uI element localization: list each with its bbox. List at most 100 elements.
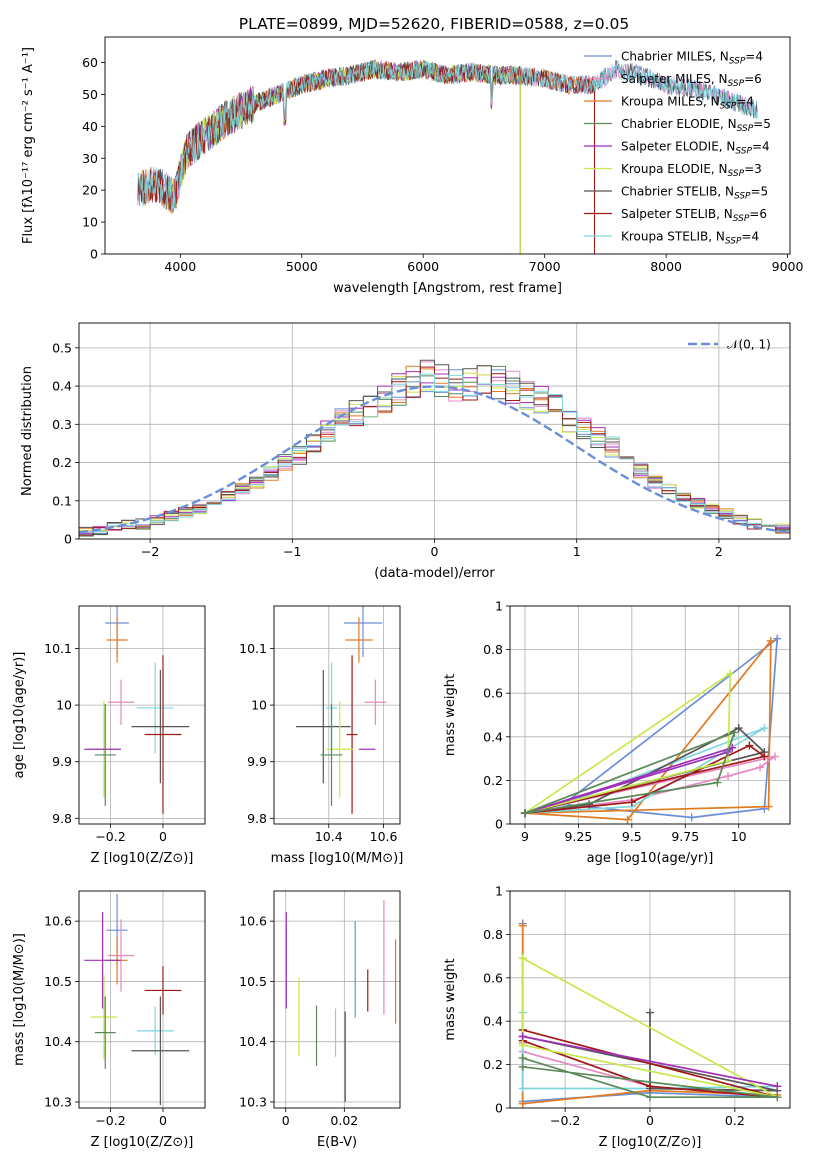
panel-age-vs-mass: 10.4 10.6 9.8 9.9 10 10.1 mass [log10(M/M⊙)]: [239, 605, 404, 866]
x-axis-label: age [log10(age/yr)]: [587, 851, 714, 866]
y-tick-label: 0.4: [483, 729, 503, 744]
weight-point-marker: [518, 1062, 527, 1071]
y-tick-label: 10.6: [44, 914, 72, 929]
y-axis-label: mass [log10(M/M⊙)]: [12, 933, 27, 1066]
plot-area: [520, 634, 782, 824]
x-tick-label: −0.2: [95, 1113, 125, 1128]
weight-point-marker: [518, 1054, 527, 1063]
y-tick-label: 9.8: [247, 811, 267, 826]
axes-frame: [78, 322, 791, 540]
y-axis-label: mass weight: [443, 674, 458, 756]
histogram-series: [79, 359, 790, 539]
x-tick-label: 1: [573, 544, 581, 559]
x-axis-label: Z [log10(Z/Z⊙)]: [91, 1135, 194, 1150]
weight-point-marker: [687, 813, 696, 822]
x-axis-label: (data-model)/error: [374, 566, 495, 581]
spectrum-series-line: [137, 59, 595, 211]
x-tick-label: 0: [431, 544, 439, 559]
x-tick-label: 0: [159, 829, 167, 844]
y-tick-label: 0: [90, 247, 98, 262]
y-axis-label: Normed distribution: [20, 366, 35, 496]
x-tick-label: 0: [282, 1113, 290, 1128]
y-tick-label: 10: [82, 215, 98, 230]
weight-point-marker: [713, 778, 722, 787]
x-tick-label: −2: [141, 544, 159, 559]
errorbar-point: [107, 679, 135, 725]
x-tick-label: 8000: [650, 259, 682, 274]
y-tick-label: 0.6: [483, 970, 503, 985]
spectrum-series-line: [137, 59, 758, 209]
errorbar-point: [346, 655, 358, 814]
y-tick-label: 1: [495, 884, 503, 899]
y-tick-label: 10: [251, 698, 267, 713]
errorbar-point: [94, 703, 116, 806]
weight-series-line: [521, 957, 778, 1099]
x-axis-label: wavelength [Angstrom, rest frame]: [333, 281, 562, 296]
x-tick-label: 9: [521, 829, 529, 844]
y-tick-label: 20: [82, 183, 98, 198]
x-axis-label: Z [log10(Z/Z⊙)]: [91, 851, 194, 866]
weight-series-line: [524, 755, 776, 814]
errorbar-point: [90, 974, 118, 1060]
weight-point-marker: [771, 752, 780, 761]
panel-weight-vs-Z: −0.2 0 0.2 0 0.2 0.4 0.6 0.8 1 Z [log10(Z/Z⊙)] mas…: [443, 884, 791, 1150]
weight-series-line: [524, 746, 733, 814]
y-tick-label: 0.1: [52, 493, 72, 508]
weight-point-marker: [518, 1041, 527, 1050]
plot-area: [84, 606, 190, 814]
weight-point-marker: [745, 741, 754, 750]
y-tick-label: 10.3: [239, 1094, 267, 1109]
plot-area: [295, 606, 387, 814]
panel-age-vs-Z: −0.2 0 9.8 9.9 10 10.1 Z [log10(Z/Z⊙)] age [log…: [12, 605, 206, 866]
y-tick-label: 0: [495, 817, 503, 832]
errorbar-point: [364, 679, 387, 725]
weight-point-marker: [724, 772, 733, 781]
legend-label: 𝒩(0, 1): [727, 338, 771, 352]
weight-point-marker: [518, 921, 527, 930]
y-tick-label: 0: [495, 1101, 503, 1116]
weight-point-marker: [760, 752, 769, 761]
y-tick-label: 10.5: [239, 974, 267, 989]
weight-series-line: [524, 671, 732, 814]
weight-point-marker: [730, 728, 739, 737]
x-tick-label: 10.6: [370, 829, 398, 844]
plot-area: [79, 359, 790, 539]
y-tick-label: 1: [495, 599, 503, 614]
x-tick-label: 5000: [286, 259, 318, 274]
weight-point-marker: [646, 1082, 654, 1091]
weight-point-marker: [764, 802, 773, 811]
errorbar-point: [326, 701, 354, 798]
weight-series-line: [521, 1012, 778, 1090]
x-tick-label: 0: [646, 1113, 654, 1128]
y-tick-label: 50: [82, 87, 98, 102]
weight-point-marker: [623, 815, 632, 824]
x-tick-label: 4000: [164, 259, 196, 274]
weight-point-marker: [646, 1093, 654, 1102]
weight-point-marker: [773, 1082, 782, 1091]
weight-series-line: [522, 1035, 778, 1088]
y-tick-label: 10.3: [44, 1094, 72, 1109]
y-tick-label: 0.4: [52, 379, 72, 394]
x-tick-label: 0.2: [725, 1113, 745, 1128]
errorbar-point: [131, 996, 190, 1105]
x-tick-label: 9000: [772, 259, 804, 274]
plot-area: [518, 919, 782, 1108]
panel-weight-vs-age: 9 9.25 9.5 9.75 10 0 0.2 0.4 0.6 0.8 1 age [log10(a…: [443, 599, 791, 866]
legend-label: Chabrier ELODIE, NSSP=5: [621, 117, 771, 134]
histogram-series: [79, 366, 790, 539]
y-tick-label: 0: [64, 532, 72, 547]
y-axis-label: mass weight: [443, 958, 458, 1040]
weight-point-marker: [773, 1093, 782, 1102]
axes-frame: [78, 890, 206, 1109]
plot-area: [137, 58, 758, 254]
y-tick-label: 9.9: [247, 754, 267, 769]
axes-frame: [273, 605, 401, 825]
x-tick-label: 9.25: [564, 829, 592, 844]
y-axis-label: age [log10(age/yr)]: [12, 652, 27, 779]
legend-label: Salpeter MILES, NSSP=6: [621, 72, 762, 89]
weight-point-marker: [766, 636, 775, 645]
axes-frame: [509, 890, 791, 1109]
x-axis-label: mass [log10(M/M⊙)]: [271, 851, 404, 866]
weight-point-marker: [726, 669, 735, 678]
